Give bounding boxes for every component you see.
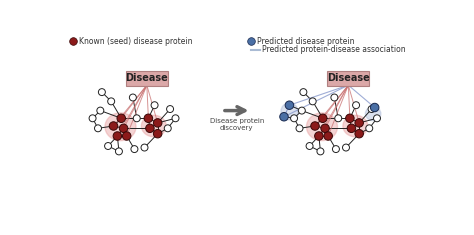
Circle shape	[321, 124, 329, 133]
Circle shape	[108, 98, 115, 105]
Circle shape	[172, 115, 179, 122]
Circle shape	[129, 94, 137, 101]
Circle shape	[331, 94, 338, 101]
Circle shape	[144, 114, 153, 122]
Text: Predicted disease protein: Predicted disease protein	[257, 37, 355, 46]
Circle shape	[355, 129, 364, 138]
Circle shape	[285, 101, 294, 110]
Circle shape	[315, 132, 323, 140]
Circle shape	[141, 144, 148, 151]
Circle shape	[355, 119, 364, 127]
Circle shape	[154, 129, 162, 138]
Circle shape	[343, 144, 349, 151]
Text: Disease protein
discovery: Disease protein discovery	[210, 118, 264, 131]
Circle shape	[332, 146, 339, 153]
Circle shape	[164, 125, 171, 132]
Circle shape	[296, 125, 303, 132]
Circle shape	[346, 114, 354, 122]
Circle shape	[122, 132, 131, 140]
FancyBboxPatch shape	[126, 70, 168, 86]
Circle shape	[97, 107, 104, 114]
Circle shape	[166, 106, 173, 113]
Circle shape	[291, 115, 298, 122]
Circle shape	[94, 125, 101, 132]
Circle shape	[116, 148, 122, 155]
Circle shape	[309, 98, 316, 105]
FancyBboxPatch shape	[328, 70, 369, 86]
Circle shape	[133, 115, 140, 122]
Ellipse shape	[343, 115, 368, 137]
Circle shape	[319, 114, 327, 122]
Circle shape	[99, 89, 105, 96]
Circle shape	[366, 125, 373, 132]
Ellipse shape	[105, 113, 136, 141]
Circle shape	[113, 132, 122, 140]
Text: Predicted protein-disease association: Predicted protein-disease association	[262, 45, 406, 54]
Circle shape	[335, 115, 342, 122]
Circle shape	[119, 124, 128, 133]
Ellipse shape	[365, 107, 381, 121]
Circle shape	[324, 132, 332, 140]
Ellipse shape	[281, 103, 298, 120]
Circle shape	[109, 122, 118, 130]
Circle shape	[353, 102, 360, 109]
Text: Disease: Disease	[327, 73, 370, 83]
Circle shape	[368, 106, 375, 113]
Circle shape	[347, 124, 356, 133]
Circle shape	[370, 103, 379, 112]
Ellipse shape	[307, 113, 337, 141]
Circle shape	[146, 124, 154, 133]
Circle shape	[89, 115, 96, 122]
Text: Disease: Disease	[126, 73, 168, 83]
Circle shape	[311, 122, 319, 130]
Circle shape	[154, 119, 162, 127]
Text: Known (seed) disease protein: Known (seed) disease protein	[79, 37, 192, 46]
Circle shape	[280, 113, 288, 121]
Circle shape	[117, 114, 126, 122]
Circle shape	[300, 89, 307, 96]
Circle shape	[317, 148, 324, 155]
Circle shape	[151, 102, 158, 109]
Circle shape	[105, 143, 111, 149]
Circle shape	[298, 107, 305, 114]
Ellipse shape	[141, 115, 166, 137]
Circle shape	[306, 143, 313, 149]
Circle shape	[374, 115, 381, 122]
Circle shape	[131, 146, 138, 153]
